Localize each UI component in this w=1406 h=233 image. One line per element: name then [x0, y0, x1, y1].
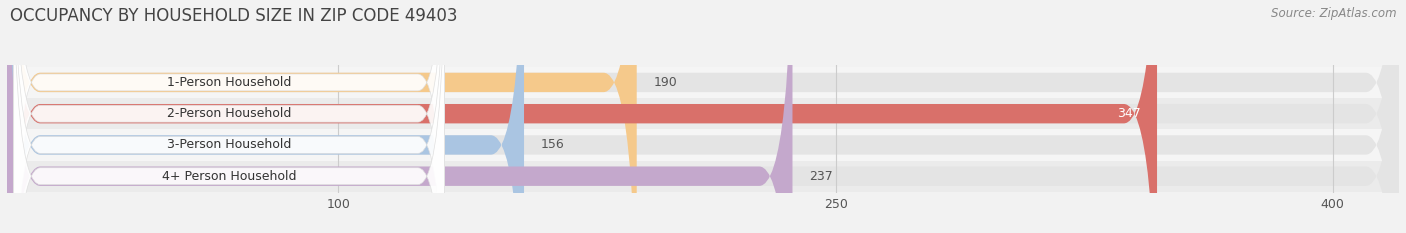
FancyBboxPatch shape [14, 0, 444, 233]
Text: 4+ Person Household: 4+ Person Household [162, 170, 297, 183]
Bar [7, 161, 1399, 192]
FancyBboxPatch shape [14, 0, 444, 233]
FancyBboxPatch shape [7, 0, 1399, 233]
Text: 237: 237 [808, 170, 832, 183]
Text: 3-Person Household: 3-Person Household [167, 138, 291, 151]
Text: 190: 190 [654, 76, 678, 89]
Text: 1-Person Household: 1-Person Household [167, 76, 291, 89]
FancyBboxPatch shape [7, 0, 1399, 233]
FancyBboxPatch shape [14, 0, 444, 233]
FancyBboxPatch shape [7, 0, 793, 233]
FancyBboxPatch shape [7, 0, 524, 233]
Bar [7, 98, 1399, 129]
FancyBboxPatch shape [7, 0, 1399, 233]
FancyBboxPatch shape [14, 0, 444, 233]
Bar [7, 67, 1399, 98]
FancyBboxPatch shape [7, 0, 1399, 233]
Text: OCCUPANCY BY HOUSEHOLD SIZE IN ZIP CODE 49403: OCCUPANCY BY HOUSEHOLD SIZE IN ZIP CODE … [10, 7, 457, 25]
Text: 347: 347 [1116, 107, 1140, 120]
FancyBboxPatch shape [7, 0, 637, 233]
Text: 156: 156 [541, 138, 564, 151]
FancyBboxPatch shape [7, 0, 1157, 233]
Text: Source: ZipAtlas.com: Source: ZipAtlas.com [1271, 7, 1396, 20]
Bar [7, 129, 1399, 161]
Text: 2-Person Household: 2-Person Household [167, 107, 291, 120]
